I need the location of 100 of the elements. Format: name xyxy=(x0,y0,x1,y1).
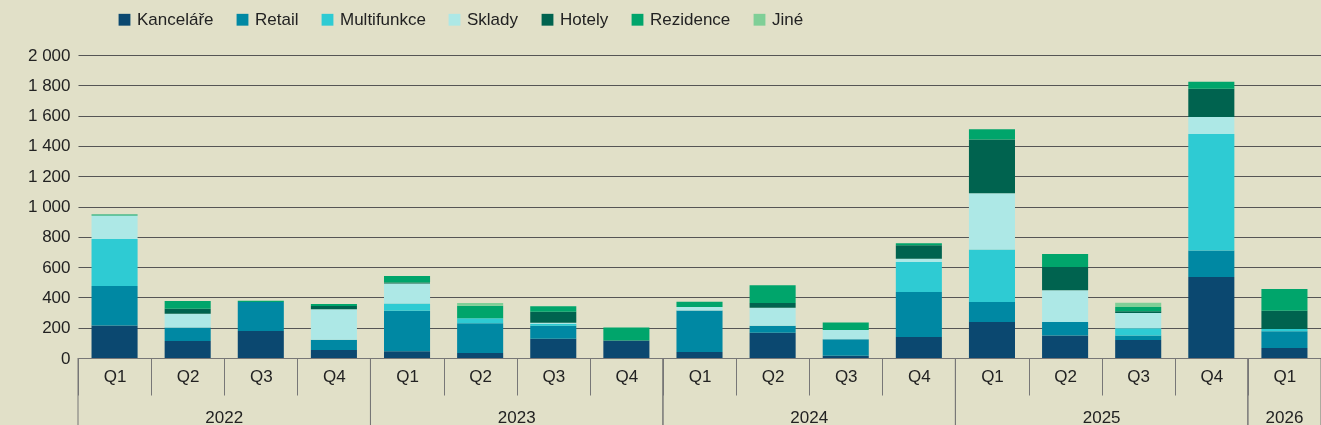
x-tick-label: Q2 xyxy=(761,366,785,386)
bar xyxy=(164,301,211,309)
bar xyxy=(676,301,723,308)
bar xyxy=(1115,307,1162,312)
x-tick-label: Q1 xyxy=(981,366,1004,386)
bar xyxy=(164,313,211,328)
bar xyxy=(1042,335,1089,358)
bar xyxy=(749,332,796,358)
bar xyxy=(1261,289,1308,311)
text: 2022 xyxy=(205,408,244,425)
bar xyxy=(1188,88,1235,117)
x-tick-label: Q4 xyxy=(1200,366,1224,386)
y-tick-label: 600 xyxy=(42,257,71,277)
y-tick-label: 1 800 xyxy=(27,75,71,95)
bar xyxy=(1042,290,1089,323)
bar xyxy=(91,239,138,287)
bar xyxy=(1188,250,1235,278)
bar xyxy=(530,306,577,312)
y-tick-label: 800 xyxy=(42,227,71,247)
bar xyxy=(1188,81,1235,89)
bar xyxy=(676,310,723,352)
bar xyxy=(457,305,504,319)
bar xyxy=(457,353,504,358)
bar xyxy=(895,262,942,293)
bar xyxy=(1261,310,1308,330)
bar xyxy=(1188,277,1235,358)
bar xyxy=(310,339,357,350)
bar xyxy=(676,307,723,311)
bar xyxy=(164,327,211,342)
x-tick-label: Q1 xyxy=(1273,366,1297,386)
bar xyxy=(1188,116,1235,135)
bar xyxy=(384,283,431,304)
y-tick-label: 1 000 xyxy=(27,197,71,216)
bar xyxy=(603,327,650,341)
legend-label: Sklady xyxy=(467,9,519,29)
bar xyxy=(895,337,942,358)
text: 2025 xyxy=(1082,408,1121,425)
y-tick-label: 0 xyxy=(61,348,71,368)
y-tick-label: 1 600 xyxy=(27,106,71,126)
bar xyxy=(968,193,1015,250)
legend-label: Rezidence xyxy=(650,9,731,29)
bar xyxy=(676,351,723,358)
x-tick-label: Q4 xyxy=(908,366,931,386)
x-tick-label: Q1 xyxy=(688,366,712,386)
bar xyxy=(164,308,211,314)
bar xyxy=(968,249,1015,303)
bar xyxy=(895,292,942,338)
text: 2024 xyxy=(790,408,829,425)
bar xyxy=(1115,313,1162,329)
bar xyxy=(530,325,577,339)
text: 2026 xyxy=(1265,408,1304,425)
bar xyxy=(603,340,650,358)
bar xyxy=(1261,331,1308,348)
bar xyxy=(164,341,211,358)
bar xyxy=(237,302,284,332)
bar xyxy=(384,351,431,358)
bar xyxy=(749,307,796,326)
legend-label: Kanceláře xyxy=(137,9,214,29)
bar xyxy=(91,215,138,240)
bar xyxy=(91,325,138,358)
y-tick-label: 400 xyxy=(42,287,71,307)
x-tick-label: Q3 xyxy=(249,366,273,386)
bar xyxy=(1188,134,1235,251)
text: 2023 xyxy=(497,408,536,425)
bar xyxy=(310,349,357,358)
bar xyxy=(1115,328,1162,336)
x-tick-label: Q2 xyxy=(469,366,492,386)
bar xyxy=(91,286,138,326)
x-tick-label: Q1 xyxy=(396,366,419,386)
bar xyxy=(457,303,504,306)
bar xyxy=(895,258,942,263)
bar xyxy=(822,339,869,356)
bar xyxy=(310,309,357,340)
bar xyxy=(968,129,1015,140)
x-tick-label: Q2 xyxy=(176,366,200,386)
bar xyxy=(968,302,1015,323)
bar xyxy=(384,276,431,283)
bar xyxy=(384,303,431,311)
bar xyxy=(822,322,869,330)
bar xyxy=(237,331,284,358)
legend-label: Multifunkce xyxy=(340,9,426,29)
x-tick-label: Q3 xyxy=(1127,366,1151,386)
legend-label: Retail xyxy=(255,9,299,29)
x-tick-label: Q4 xyxy=(323,366,346,386)
legend-label: Jiné xyxy=(772,9,804,29)
x-tick-label: Q3 xyxy=(542,366,566,386)
bar xyxy=(530,311,577,323)
bar xyxy=(457,323,504,353)
bar xyxy=(530,338,577,358)
y-tick-label: 2 000 xyxy=(27,45,71,65)
x-tick-label: Q2 xyxy=(1054,366,1077,386)
bar xyxy=(1042,254,1089,268)
bar xyxy=(457,318,504,324)
x-tick-label: Q3 xyxy=(834,366,858,386)
legend-label: Hotely xyxy=(560,9,609,29)
bar xyxy=(822,329,869,340)
bar xyxy=(968,322,1015,358)
bar xyxy=(1042,322,1089,336)
bar xyxy=(1042,267,1089,291)
bar xyxy=(1115,302,1162,308)
